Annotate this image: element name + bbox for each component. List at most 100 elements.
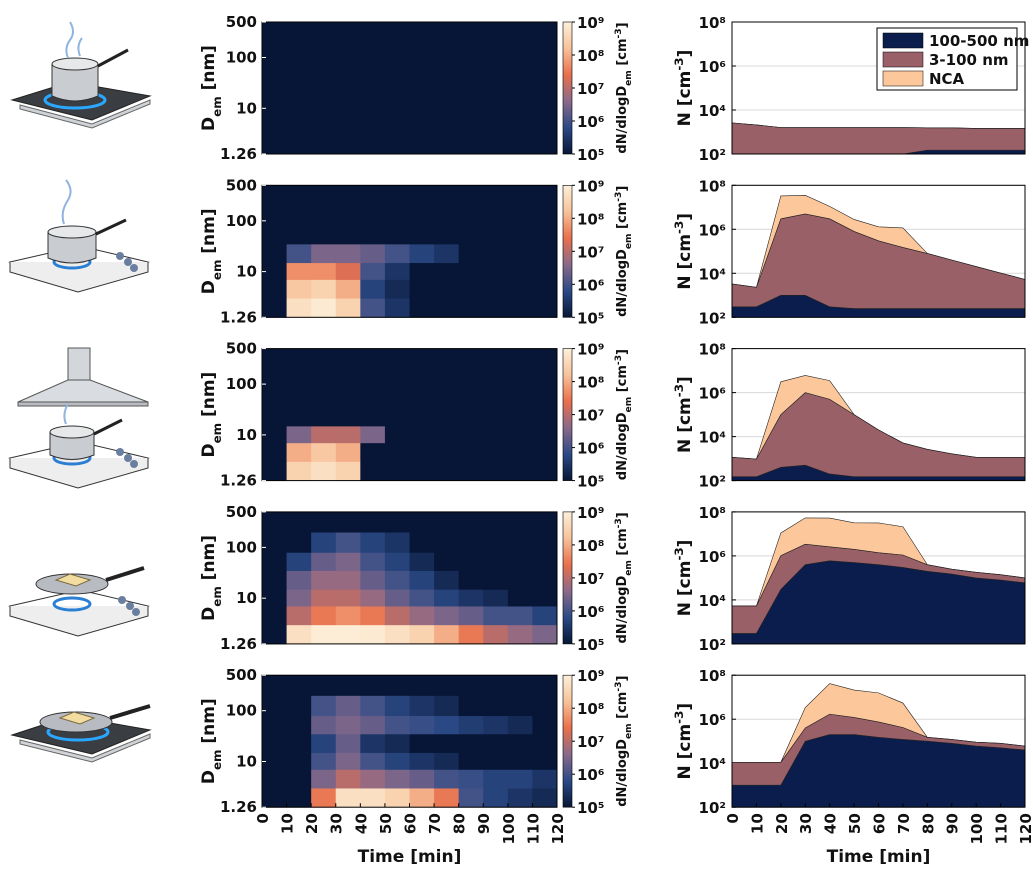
heatmap-cell [532,42,558,63]
heatmap-cell [532,134,558,155]
plot-frame [731,184,1026,318]
heatmap-cell [335,185,361,206]
heatmap-cell [409,389,435,408]
heatmap-cell [434,134,460,155]
heatmap-cell [360,279,386,299]
heatmap-cell [384,99,410,117]
heatmap-cell [335,279,361,299]
y-tick-label: 100 [226,212,257,230]
heatmap-cell [458,733,484,753]
heatmap-cell [384,279,410,299]
label-part: -3 [672,221,686,234]
heatmap-cell [483,752,509,770]
legend-swatch [882,32,924,49]
legend-label: NCA [929,70,965,88]
heatmap-cell [311,733,337,753]
heatmap-cell [311,461,337,481]
heatmap-cell [434,511,460,533]
heatmap-cell [360,22,386,43]
heatmap-cell [262,461,287,481]
heatmap-cell [483,389,509,408]
heatmap-cell [483,225,509,245]
heatmap-cell [483,461,509,481]
plot-frame [731,511,1026,645]
heatmap-cell [311,769,337,789]
heatmap-cell [384,769,410,789]
label-part: N [675,602,695,616]
heatmap-cell [360,62,386,82]
heatmap-cell [483,368,509,390]
colorbar [562,674,573,808]
y-tick-label: 10⁶ [699,58,726,76]
heatmap-cell [458,389,484,408]
label-part: ] [675,540,695,548]
heatmap-cell [286,769,312,789]
heatmap-cell [409,532,435,553]
heatmap-cell [311,407,337,427]
heatmap-cell [335,788,361,808]
heatmap-cell [384,134,410,155]
x-tick-label: 90 [475,813,493,834]
heatmap-cell [360,185,386,206]
heatmap-cell [286,532,312,553]
x-tick-label: 0 [254,813,272,823]
heatmap-cell [507,733,533,753]
heatmap-cell [286,675,312,696]
colorbar-tick-label: 10⁸ [577,47,604,65]
heatmap-cell [262,589,287,607]
heatmap-cell [483,22,509,43]
heatmap-cell [384,22,410,43]
heatmap-cell [434,715,460,735]
heatmap-cell [384,185,410,206]
x-tick-label: 10 [748,813,766,834]
colorbar-tick-label: 10⁶ [577,603,604,621]
label-part: -3 [614,518,624,528]
heatmap-cell [483,425,509,444]
y-tick-label: 10² [699,473,726,491]
label-part: em [624,70,634,86]
heatmap-cell [409,552,435,571]
x-tick-label: 60 [871,813,889,834]
heatmap-cell [360,80,386,100]
heatmap-cell [286,99,312,117]
heatmap-cell [458,262,484,280]
heatmap-cell [532,695,558,717]
heatmap-cell [335,368,361,390]
heatmap-cell [262,788,287,808]
heatmap-cell [483,532,509,553]
heatmap-cell [384,511,410,533]
heatmap-cell [262,225,287,245]
label-part: [nm] [199,535,219,586]
heatmap-cell [532,99,558,117]
label-part: D [199,117,219,131]
y-tick-label: 10⁶ [699,385,726,403]
label-part: [nm] [199,698,219,749]
x-tick-label: 50 [846,813,864,834]
heatmap-cell [262,262,287,280]
heatmap-cell [434,185,460,206]
heatmap-cell [507,606,533,626]
heatmap-cell [335,624,361,645]
heatmap-cell [409,511,435,533]
heatmap-cell [532,185,558,206]
heatmap-cell [262,695,287,717]
label-part: em [624,723,634,739]
y-axis-label: N [cm-3] [672,50,695,127]
heatmap-cell [434,80,460,100]
plot-frame [261,21,558,155]
label-part: -3 [672,711,686,724]
heatmap-cell [286,511,312,533]
y-tick-label: 100 [226,375,257,393]
colorbar-tick-label: 10⁷ [577,80,604,98]
heatmap-cell [262,733,287,753]
heatmap-cell [360,425,386,444]
heatmap-cell [360,116,386,136]
label-part: D [199,443,219,457]
heatmap-cell [311,552,337,571]
heatmap-cell [458,22,484,43]
heatmap-cell [335,532,361,553]
heatmap-cell [311,570,337,590]
area-series [731,375,1025,460]
